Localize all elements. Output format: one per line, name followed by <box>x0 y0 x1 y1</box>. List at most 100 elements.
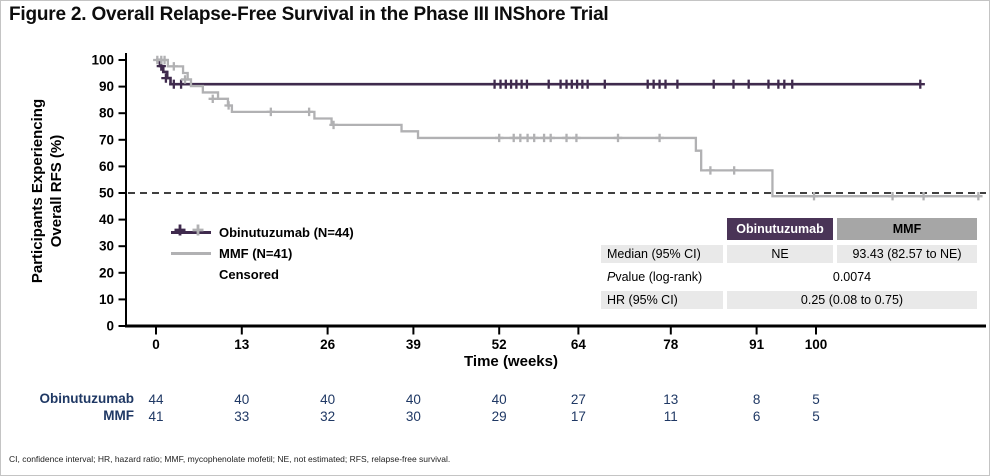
censor-mark <box>672 79 682 89</box>
censor-mark <box>915 79 925 89</box>
survival-curve-obinutuzumab <box>156 58 921 86</box>
censor-mark <box>888 191 897 201</box>
at-risk-row-label-mmf: MMF <box>103 408 134 423</box>
stats-row-label-hr: HR (95% CI) <box>601 291 723 309</box>
censor-mark <box>544 79 554 89</box>
censor-mark <box>729 166 739 175</box>
at-risk-value: 5 <box>812 392 820 407</box>
censor-mark <box>160 55 169 65</box>
censor-mark <box>266 107 276 117</box>
at-risk-value: 30 <box>406 409 421 424</box>
mmf-line-swatch <box>171 246 211 262</box>
at-risk-value: 8 <box>753 392 761 407</box>
stats-header-mmf: MMF <box>837 218 977 240</box>
at-risk-value: 40 <box>492 392 507 407</box>
y-tick-label: 100 <box>91 53 114 68</box>
at-risk-row-label-obinutuzumab: Obinutuzumab <box>39 391 135 406</box>
censor-mark <box>161 73 171 83</box>
censor-mark <box>546 133 555 143</box>
censor-mark <box>809 191 819 201</box>
at-risk-value: 27 <box>571 392 586 407</box>
survival-curve-mmf <box>156 58 980 198</box>
censor-mark <box>728 79 739 89</box>
censor-mark <box>779 79 789 89</box>
legend-item-censored: Censored <box>171 224 354 285</box>
y-axis-title-line1: Participants Experiencing <box>29 98 46 284</box>
legend: Obinutuzumab (N=44) MMF (N=41) Censored <box>171 222 354 285</box>
stats-table: Obinutuzumab MMF Median (95% CI) NE 93.4… <box>601 218 977 309</box>
censor-mark <box>224 101 233 110</box>
at-risk-value: 40 <box>234 392 249 407</box>
stats-header-obinutuzumab: Obinutuzumab <box>727 218 833 240</box>
at-risk-value: 40 <box>320 392 335 407</box>
censor-mark <box>919 191 928 201</box>
x-tick-label: 26 <box>320 337 336 352</box>
censor-mark <box>655 133 664 143</box>
y-tick-label: 40 <box>99 212 114 227</box>
y-axis-title: Participants Experiencing Overall RFS (%… <box>28 46 68 336</box>
at-risk-value: 32 <box>320 409 335 424</box>
at-risk-value: 29 <box>492 409 507 424</box>
x-tick-label: 64 <box>571 337 587 352</box>
y-tick-label: 70 <box>99 132 114 147</box>
x-tick-label: 13 <box>234 337 250 352</box>
censor-mark <box>495 133 504 143</box>
censor-mark <box>600 79 610 89</box>
y-tick-label: 50 <box>99 186 114 201</box>
censor-mark <box>660 79 671 89</box>
x-tick-label: 100 <box>805 337 828 352</box>
legend-label-mmf: MMF (N=41) <box>219 246 293 261</box>
at-risk-value: 13 <box>663 392 678 407</box>
x-tick-label: 52 <box>492 337 507 352</box>
stats-value-median-obinutuzumab: NE <box>727 245 833 263</box>
at-risk-value: 33 <box>234 409 249 424</box>
censor-mark <box>516 133 525 143</box>
censor-mark <box>744 79 754 89</box>
y-tick-label: 10 <box>99 292 114 307</box>
at-risk-value: 40 <box>406 392 421 407</box>
censored-plus-glyph <box>174 224 186 236</box>
censor-mark <box>329 120 338 130</box>
x-tick-label: 39 <box>406 337 421 352</box>
censor-mark <box>529 133 539 143</box>
censor-mark <box>522 79 532 89</box>
legend-label-obinutuzumab: Obinutuzumab (N=44) <box>219 225 354 240</box>
y-tick-label: 90 <box>99 79 114 94</box>
y-tick-label: 0 <box>106 319 114 334</box>
at-risk-value: 11 <box>664 409 678 424</box>
stats-value-pvalue: 0.0074 <box>832 270 872 284</box>
censor-mark <box>572 133 581 143</box>
censor-mark <box>763 79 774 89</box>
censor-mark <box>613 133 623 143</box>
stats-header-spacer <box>601 218 723 240</box>
stats-value-median-mmf: 93.43 (82.57 to NE) <box>837 245 977 263</box>
x-axis-title: Time (weeks) <box>464 353 558 370</box>
stats-row-label-median: Median (95% CI) <box>601 245 723 263</box>
figure-title: Figure 2. Overall Relapse-Free Survival … <box>9 4 609 25</box>
at-risk-value: 17 <box>571 409 586 424</box>
censored-plus-glyph <box>192 224 204 236</box>
x-tick-label: 91 <box>749 337 765 352</box>
x-tick-label: 78 <box>663 337 679 352</box>
at-risk-value: 44 <box>148 392 164 407</box>
at-risk-value: 5 <box>812 409 820 424</box>
censor-mark <box>169 62 179 71</box>
x-tick-label: 0 <box>152 337 160 352</box>
censor-mark <box>304 107 314 117</box>
censored-plus-icon <box>171 224 211 283</box>
censor-mark <box>583 79 593 89</box>
stats-value-hr: 0.25 (0.08 to 0.75) <box>727 291 977 309</box>
at-risk-value: 6 <box>753 409 761 424</box>
y-axis-title-line2: Overall RFS (%) <box>48 134 65 248</box>
censor-mark <box>787 79 797 89</box>
footnote: CI, confidence interval; HR, hazard rati… <box>9 454 451 464</box>
y-tick-label: 30 <box>99 239 114 254</box>
stats-row-label-pvalue: P value (log-rank) <box>607 270 703 284</box>
y-tick-label: 80 <box>99 106 114 121</box>
obinutuzumab-line-swatch <box>171 225 211 241</box>
legend-label-censored: Censored <box>219 267 279 282</box>
censor-mark <box>562 133 571 143</box>
censor-mark <box>180 75 190 84</box>
